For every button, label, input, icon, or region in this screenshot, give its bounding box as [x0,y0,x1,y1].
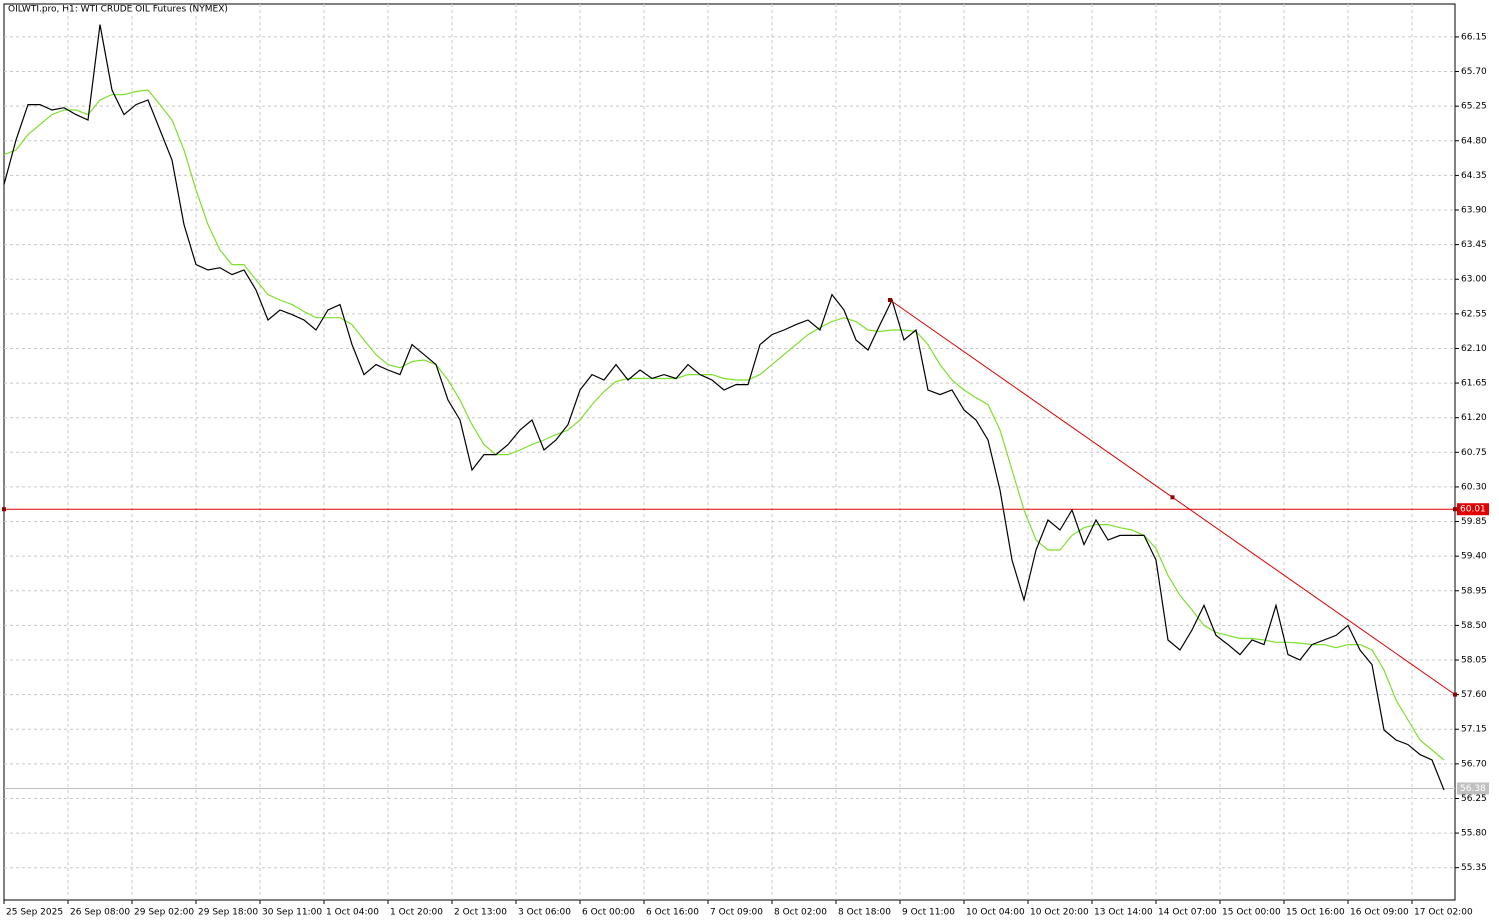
x-tick-label: 10 Oct 20:00 [1030,908,1089,918]
chart-title: OILWTI.pro, H1: WTI CRUDE OIL Futures (N… [8,5,228,15]
y-tick-label: 60.30 [1461,482,1487,492]
y-tick-label: 63.90 [1461,206,1487,216]
current-price-box [1457,782,1489,795]
x-tick-label: 29 Sep 18:00 [198,908,258,918]
level-label-box [1457,503,1489,516]
level-label: 60.01 [1460,505,1486,515]
price-line [3,24,1445,791]
x-tick-label: 13 Oct 14:00 [1094,908,1153,918]
y-tick-label: 64.35 [1461,171,1487,181]
y-tick-label: 61.20 [1461,413,1487,423]
x-tick-label: 25 Sep 2025 [6,908,63,918]
y-tick-label: 64.80 [1461,136,1487,146]
price-line [3,89,1445,761]
level-handle [2,507,6,512]
x-tick-label: 15 Oct 00:00 [1222,908,1281,918]
y-tick-label: 59.85 [1461,517,1487,527]
x-tick-label: 8 Oct 18:00 [838,908,891,918]
y-tick-label: 55.35 [1461,863,1487,873]
x-tick-label: 26 Sep 08:00 [70,908,130,918]
x-tick-label: 1 Oct 20:00 [390,908,443,918]
y-tick-label: 58.05 [1461,656,1487,666]
level-handle [1453,507,1457,512]
y-tick-label: 56.70 [1461,759,1487,769]
x-tick-label: 10 Oct 04:00 [966,908,1025,918]
y-tick-label: 57.60 [1461,690,1487,700]
y-tick-label: 62.10 [1461,344,1487,354]
y-tick-label: 65.70 [1461,67,1487,77]
x-tick-label: 17 Oct 02:00 [1414,908,1473,918]
y-tick-label: 59.40 [1461,552,1487,562]
trend-handle [888,298,892,302]
x-tick-label: 29 Sep 02:00 [134,908,194,918]
y-tick-label: 57.15 [1461,725,1487,735]
y-tick-label: 60.75 [1461,448,1487,458]
current-price-label: 56.38 [1460,784,1486,794]
x-tick-label: 7 Oct 09:00 [710,908,763,918]
y-tick-label: 63.45 [1461,240,1487,250]
x-tick-label: 1 Oct 04:00 [326,908,379,918]
y-tick-label: 61.65 [1461,379,1487,389]
y-tick-label: 63.00 [1461,275,1487,285]
y-tick-label: 58.50 [1461,621,1487,631]
x-tick-label: 6 Oct 16:00 [646,908,699,918]
trend-handle [1453,692,1457,697]
y-tick-label: 65.25 [1461,102,1487,112]
x-tick-label: 2 Oct 13:00 [454,908,507,918]
x-tick-label: 3 Oct 06:00 [518,908,571,918]
y-tick-label: 55.80 [1461,829,1487,839]
x-tick-label: 8 Oct 02:00 [774,908,827,918]
y-tick-label: 58.95 [1461,586,1487,596]
y-tick-label: 56.25 [1461,794,1487,804]
x-tick-label: 9 Oct 11:00 [902,908,955,918]
y-tick-label: 62.55 [1461,309,1487,319]
y-tick-label: 66.15 [1461,32,1487,42]
x-tick-label: 30 Sep 11:00 [262,908,322,918]
x-tick-label: 6 Oct 00:00 [582,908,635,918]
x-tick-label: 15 Oct 16:00 [1286,908,1345,918]
trend-handle [1170,495,1175,500]
x-tick-label: 14 Oct 07:00 [1158,908,1217,918]
x-tick-label: 16 Oct 09:00 [1350,908,1409,918]
